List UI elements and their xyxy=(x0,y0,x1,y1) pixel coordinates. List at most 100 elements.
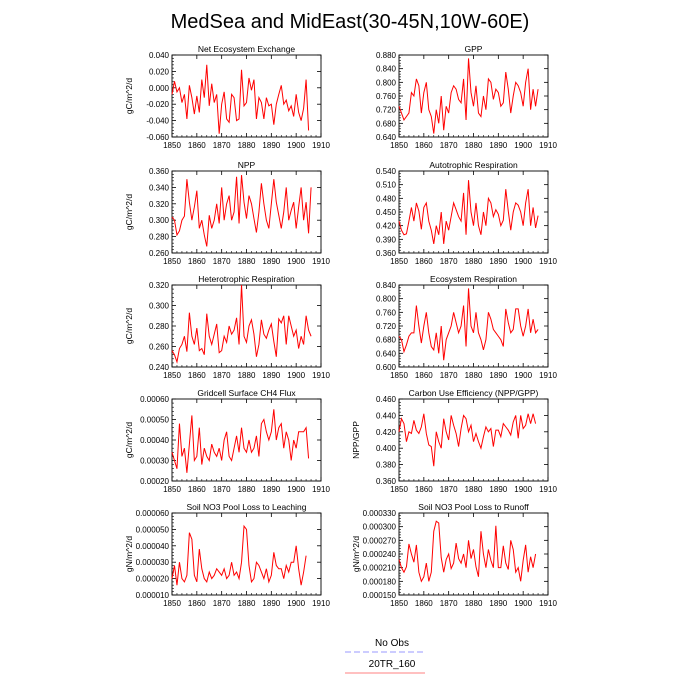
x-tick-label: 1890 xyxy=(489,599,507,608)
plot-frame xyxy=(171,170,322,254)
x-tick-label: 1910 xyxy=(312,257,330,266)
plot-frame xyxy=(171,284,322,368)
y-tick-label: 0.000150 xyxy=(363,591,397,600)
x-tick-label: 1860 xyxy=(415,371,433,380)
x-tick-label: 1890 xyxy=(489,141,507,150)
series-line-20tr-160 xyxy=(171,64,310,134)
x-tick-label: 1900 xyxy=(287,371,305,380)
y-tick-label: -0.020 xyxy=(146,100,169,109)
y-tick-label: 0.340 xyxy=(149,183,170,192)
panel-soil-no3-pool-loss-to-runoff: Soil NO3 Pool Loss to Runoff 0.000150 0.00… xyxy=(351,502,557,608)
panel-soil-no3-pool-loss-to-leaching: Soil NO3 Pool Loss to Leaching 0.000010 0.… xyxy=(124,502,330,608)
x-tick-label: 1890 xyxy=(262,485,280,494)
x-tick-label: 1850 xyxy=(390,257,408,266)
y-tick-label: 0.280 xyxy=(149,233,170,242)
x-tick-label: 1870 xyxy=(440,141,458,150)
x-tick-label: 1870 xyxy=(213,485,231,494)
legend-label-20tr-160: 20TR_160 xyxy=(369,659,416,670)
y-tick-label: 0.020 xyxy=(149,67,170,76)
y-tick-label: 0.040 xyxy=(149,51,170,60)
figure-title: MedSea and MidEast(30-45N,10W-60E) xyxy=(171,11,530,33)
y-tick-label: 0.880 xyxy=(376,51,397,60)
y-tick-label: 0.640 xyxy=(376,133,397,142)
y-tick-label: -0.040 xyxy=(146,117,169,126)
panel-carbon-use-efficiency-npp-gpp: Carbon Use Efficiency (NPP/GPP) 0.360 0.38… xyxy=(351,388,557,494)
y-tick-label: 0.680 xyxy=(376,119,397,128)
y-tick-label: 0.000030 xyxy=(136,558,170,567)
series-line-20tr-160 xyxy=(171,284,312,364)
x-tick-label: 1880 xyxy=(465,599,483,608)
y-tick-label: 0.380 xyxy=(376,461,397,470)
panel-net-ecosystem-exchange: Net Ecosystem Exchange -0.060 -0.040 -0.020… xyxy=(124,44,330,150)
x-tick-label: 1890 xyxy=(262,141,280,150)
x-tick-label: 1850 xyxy=(163,485,181,494)
x-tick-label: 1890 xyxy=(262,599,280,608)
y-tick-label: 0.000180 xyxy=(363,577,397,586)
x-tick-label: 1900 xyxy=(514,371,532,380)
x-tick-label: 1910 xyxy=(312,485,330,494)
y-tick-label: 0.720 xyxy=(376,322,397,331)
x-tick-label: 1890 xyxy=(262,257,280,266)
x-tick-label: 1870 xyxy=(213,371,231,380)
x-tick-label: 1910 xyxy=(539,485,557,494)
y-axis-label: gN/m^2/d xyxy=(124,536,134,572)
y-tick-label: 0.240 xyxy=(149,363,170,372)
y-tick-label: 0.800 xyxy=(376,295,397,304)
y-tick-label: 0.000330 xyxy=(363,509,397,518)
legend-label-no-obs: No Obs xyxy=(375,638,409,649)
panel-title: Gridcell Surface CH4 Flux xyxy=(197,388,296,398)
y-tick-label: 0.450 xyxy=(376,208,397,217)
x-tick-label: 1870 xyxy=(213,141,231,150)
x-tick-label: 1900 xyxy=(287,257,305,266)
plot-frame xyxy=(398,512,549,596)
panel-title: NPP xyxy=(238,160,256,170)
y-tick-label: 0.000 xyxy=(149,84,170,93)
x-tick-label: 1850 xyxy=(163,141,181,150)
y-tick-label: 0.400 xyxy=(376,444,397,453)
y-axis-label: gC/m^2/d xyxy=(124,194,134,230)
y-tick-label: 0.000300 xyxy=(363,523,397,532)
plot-frame xyxy=(171,398,322,482)
x-tick-label: 1860 xyxy=(415,599,433,608)
panel-heterotrophic-respiration: Heterotrophic Respiration 0.240 0.260 0.280… xyxy=(124,274,330,380)
y-tick-label: 0.460 xyxy=(376,395,397,404)
x-tick-label: 1860 xyxy=(188,485,206,494)
x-tick-label: 1860 xyxy=(415,257,433,266)
x-tick-label: 1910 xyxy=(539,141,557,150)
y-tick-label: 0.840 xyxy=(376,65,397,74)
panel-npp: NPP 0.260 0.280 0.300 0.320 0.340 0.360 1850 186… xyxy=(124,160,330,266)
y-tick-label: 0.760 xyxy=(376,308,397,317)
panel-gpp: GPP 0.640 0.680 0.720 0.760 0.800 0.840 0.880 18… xyxy=(376,44,557,150)
y-axis-label: gC/m^2/d xyxy=(124,308,134,344)
panel-title: Soil NO3 Pool Loss to Leaching xyxy=(186,502,306,512)
y-tick-label: 0.00040 xyxy=(140,436,169,445)
y-tick-label: 0.320 xyxy=(149,200,170,209)
x-tick-label: 1850 xyxy=(390,485,408,494)
x-tick-label: 1900 xyxy=(514,485,532,494)
x-tick-label: 1910 xyxy=(539,371,557,380)
series-line-20tr-160 xyxy=(171,524,307,586)
x-tick-label: 1850 xyxy=(163,599,181,608)
x-tick-label: 1850 xyxy=(390,371,408,380)
plot-frame xyxy=(398,54,549,138)
y-tick-label: 0.360 xyxy=(149,167,170,176)
x-tick-label: 1900 xyxy=(514,141,532,150)
y-tick-label: 0.00030 xyxy=(140,457,169,466)
y-tick-label: 0.680 xyxy=(376,336,397,345)
x-tick-label: 1900 xyxy=(287,485,305,494)
y-tick-label: 0.00050 xyxy=(140,416,169,425)
y-tick-label: 0.00060 xyxy=(140,395,169,404)
x-tick-label: 1880 xyxy=(465,257,483,266)
plot-frame xyxy=(171,54,322,138)
y-tick-label: 0.360 xyxy=(376,477,397,486)
x-tick-label: 1870 xyxy=(440,485,458,494)
y-tick-label: 0.000050 xyxy=(136,525,170,534)
x-tick-label: 1860 xyxy=(415,141,433,150)
x-tick-label: 1880 xyxy=(465,141,483,150)
y-tick-label: 0.260 xyxy=(149,249,170,258)
x-tick-label: 1880 xyxy=(238,257,256,266)
panel-title: Soil NO3 Pool Loss to Runoff xyxy=(418,502,529,512)
x-tick-label: 1890 xyxy=(489,485,507,494)
y-tick-label: 0.510 xyxy=(376,181,397,190)
plot-frame xyxy=(171,512,322,596)
